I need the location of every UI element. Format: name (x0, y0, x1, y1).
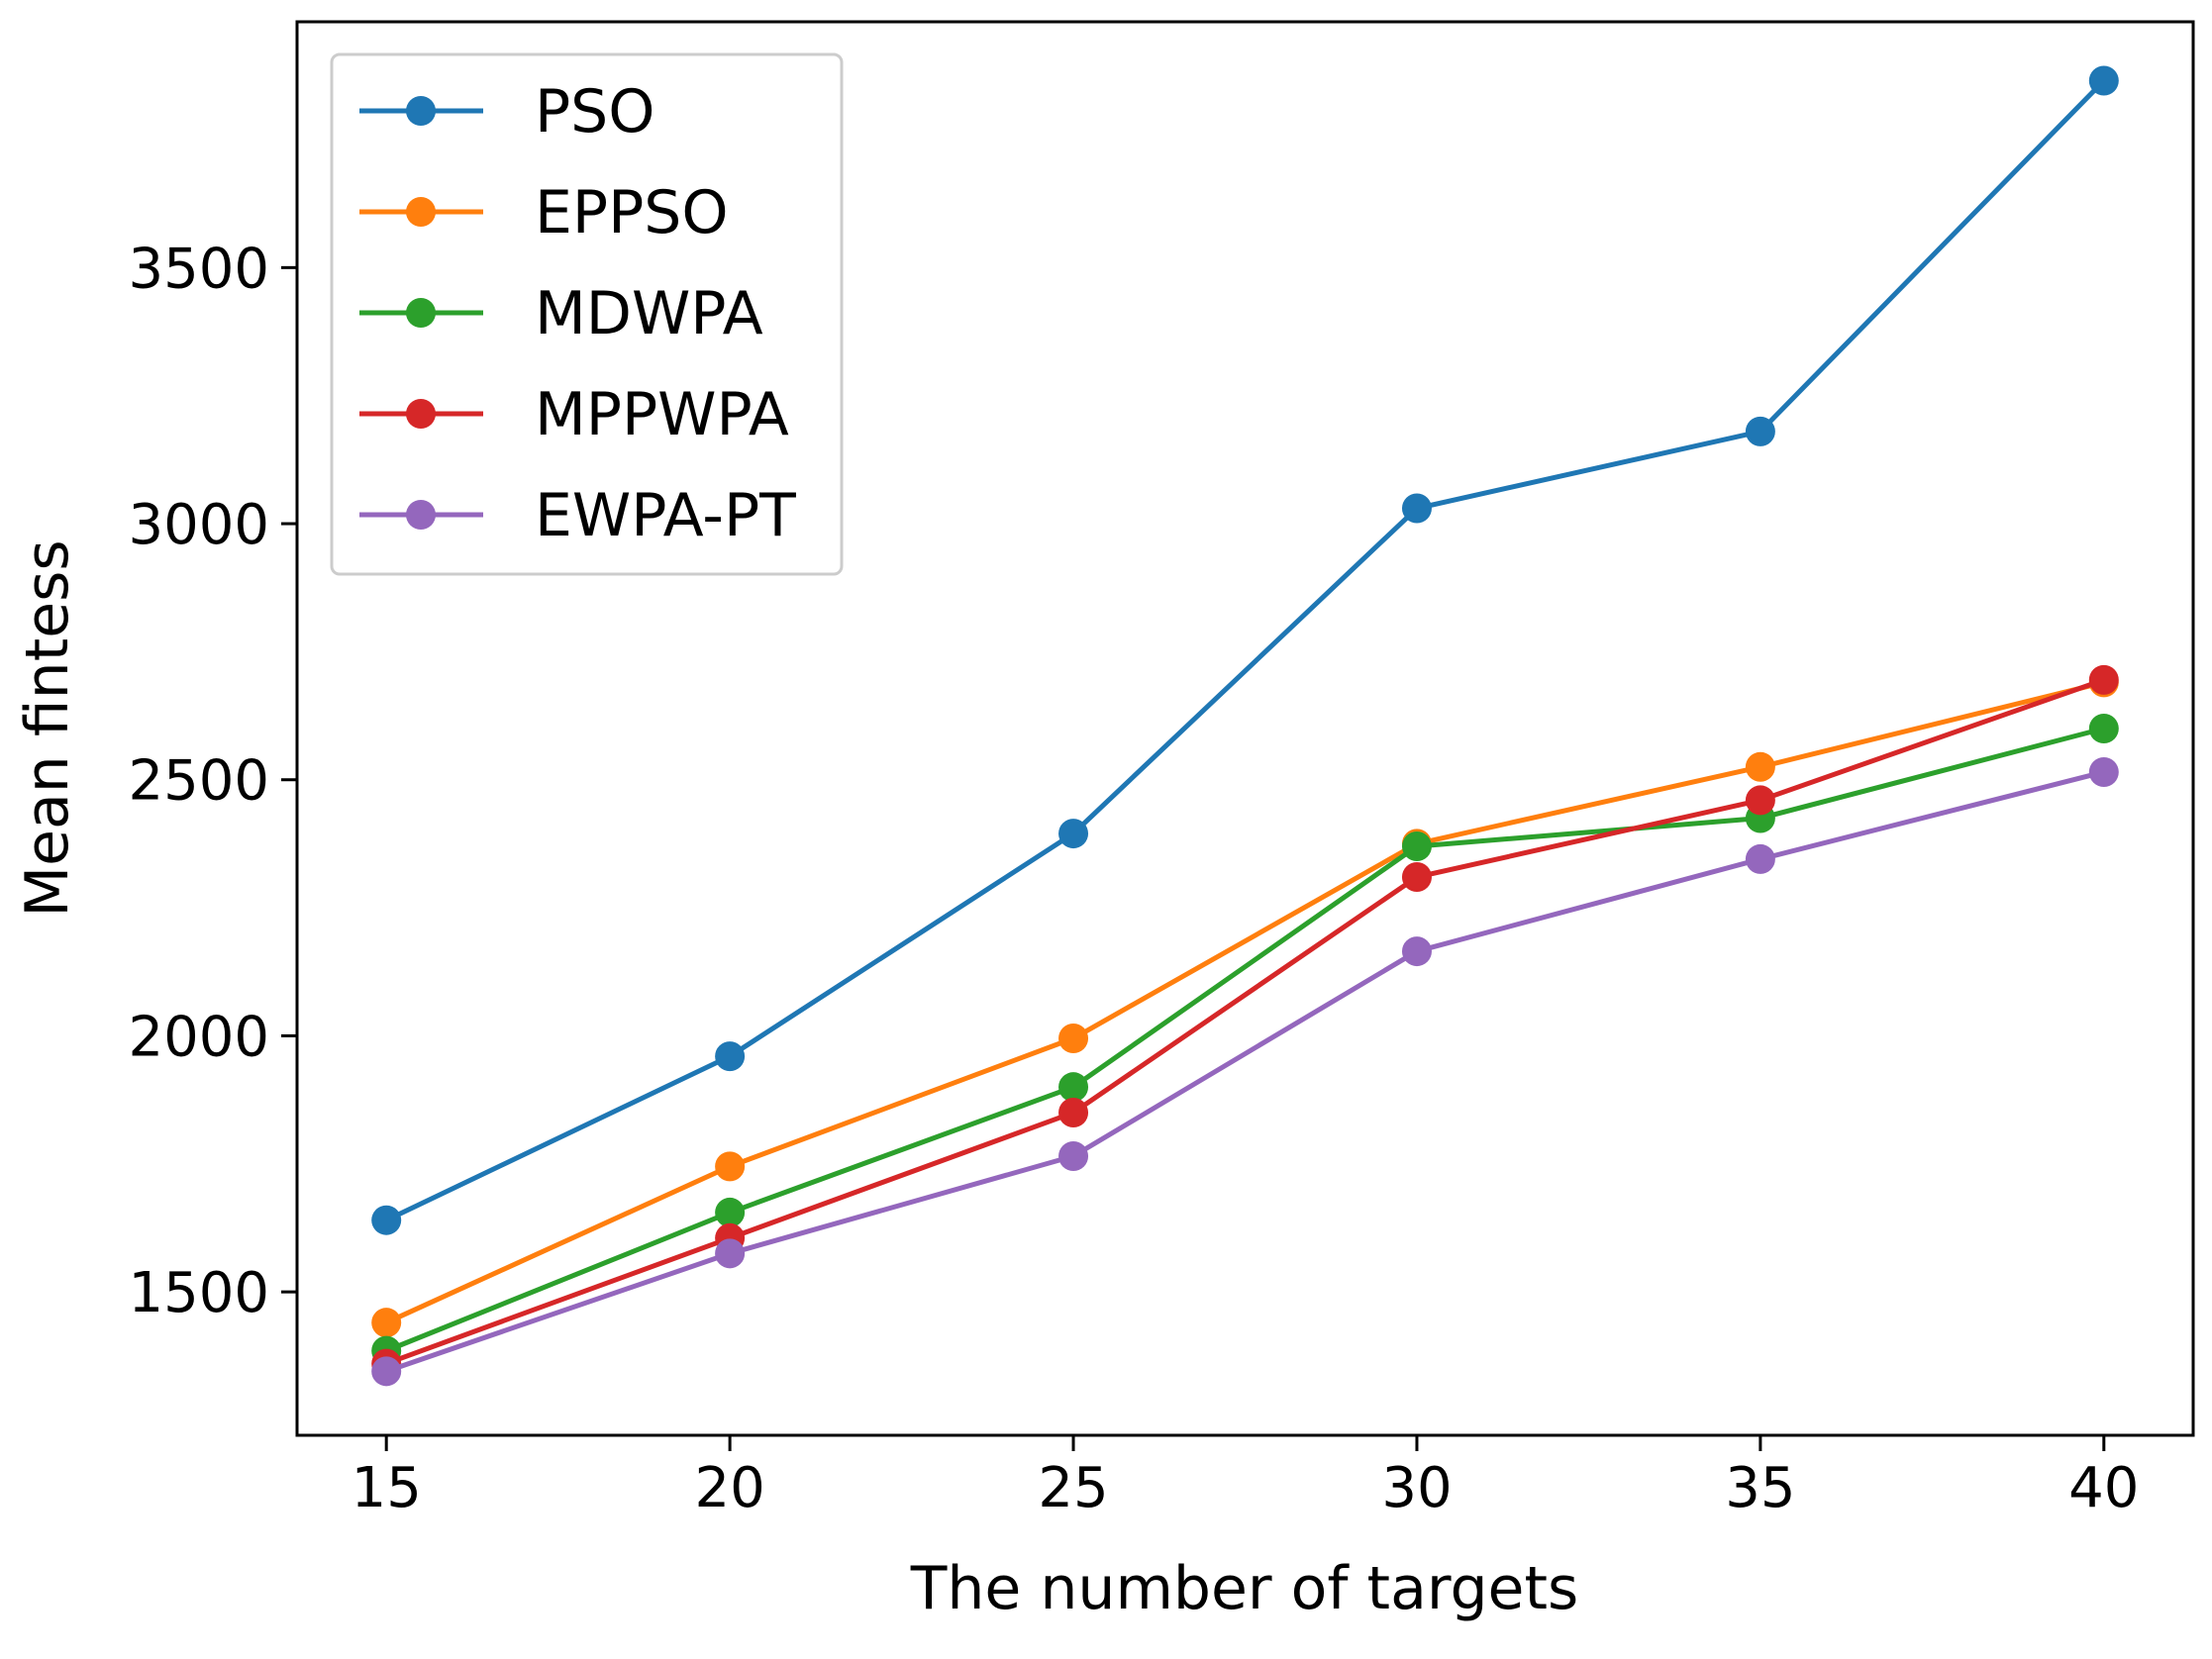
legend: PSO EPPSO MDWPA MPPWPA EWPA-PT (330, 52, 844, 576)
plot-frame (295, 20, 2195, 1437)
data-point-mdwpa (1058, 1072, 1089, 1103)
legend-item-mppwpa: MPPWPA (359, 380, 789, 449)
series-line-mdwpa (385, 726, 2105, 1353)
data-point-ewpa-pt (715, 1238, 746, 1269)
data-point-eppso (371, 1308, 402, 1338)
series-line-mppwpa (385, 677, 2105, 1366)
data-point-eppso (1745, 751, 1775, 782)
data-point-mdwpa (715, 1197, 746, 1227)
y-tick-label: 1500 (128, 1261, 269, 1325)
data-point-pso (1401, 493, 1432, 524)
data-point-ewpa-pt (1401, 936, 1432, 967)
y-tick-label: 3500 (128, 237, 269, 301)
series-line-eppso (385, 680, 2105, 1325)
legend-label-ewpa-pt: EWPA-PT (535, 481, 796, 550)
data-point-mppwpa (1745, 785, 1775, 816)
legend-marker-pso (406, 96, 436, 126)
legend-marker-mppwpa (406, 399, 436, 429)
series-mdwpa (371, 714, 2119, 1366)
series-mppwpa (371, 664, 2119, 1379)
series-line-pso (385, 78, 2106, 1222)
x-tick-label: 35 (1725, 1456, 1795, 1520)
data-point-mppwpa (1401, 862, 1432, 893)
x-tick-label: 25 (1038, 1456, 1108, 1520)
legend-item-mdwpa: MDWPA (359, 279, 763, 348)
data-point-pso (1745, 416, 1775, 446)
data-point-mppwpa (2088, 664, 2119, 695)
legend-label-mppwpa: MPPWPA (535, 380, 789, 449)
data-point-mppwpa (1058, 1098, 1089, 1128)
series-ewpa-pt (371, 756, 2119, 1387)
x-tick-label: 20 (694, 1456, 764, 1520)
data-point-mdwpa (1401, 831, 1432, 861)
y-axis-title: Mean fintess (13, 539, 82, 917)
x-axis: 15 20 25 30 35 40 (352, 1435, 2139, 1520)
legend-label-pso: PSO (535, 77, 655, 146)
legend-item-ewpa-pt: EWPA-PT (359, 481, 796, 550)
data-point-pso (2088, 65, 2119, 96)
data-point-mdwpa (2088, 714, 2119, 743)
data-point-eppso (1058, 1024, 1089, 1054)
series-line-ewpa-pt (385, 769, 2105, 1374)
legend-item-pso: PSO (359, 77, 655, 146)
data-point-ewpa-pt (1058, 1141, 1089, 1172)
data-point-pso (371, 1205, 402, 1235)
legend-label-mdwpa: MDWPA (535, 279, 763, 348)
y-tick-label: 2000 (128, 1005, 269, 1069)
y-axis: 1500 2000 2500 3000 3500 (128, 237, 297, 1325)
y-tick-label: 2500 (128, 749, 269, 814)
x-axis-title: The number of targets (910, 1554, 1579, 1623)
data-point-pso (1058, 819, 1089, 849)
legend-marker-eppso (406, 197, 436, 227)
data-point-ewpa-pt (2088, 756, 2119, 787)
series-pso (371, 65, 2119, 1235)
legend-marker-mdwpa (406, 298, 436, 328)
data-point-pso (715, 1041, 746, 1072)
data-point-ewpa-pt (371, 1356, 402, 1387)
legend-item-eppso: EPPSO (359, 178, 729, 247)
x-tick-label: 30 (1381, 1456, 1452, 1520)
data-point-ewpa-pt (1745, 843, 1775, 874)
series-layer (371, 65, 2119, 1387)
y-tick-label: 3000 (128, 493, 269, 557)
x-tick-label: 15 (352, 1456, 422, 1520)
data-point-eppso (715, 1151, 746, 1182)
legend-label-eppso: EPPSO (535, 178, 729, 247)
legend-box (330, 52, 844, 576)
legend-marker-ewpa-pt (406, 500, 436, 530)
x-tick-label: 40 (2068, 1456, 2139, 1520)
